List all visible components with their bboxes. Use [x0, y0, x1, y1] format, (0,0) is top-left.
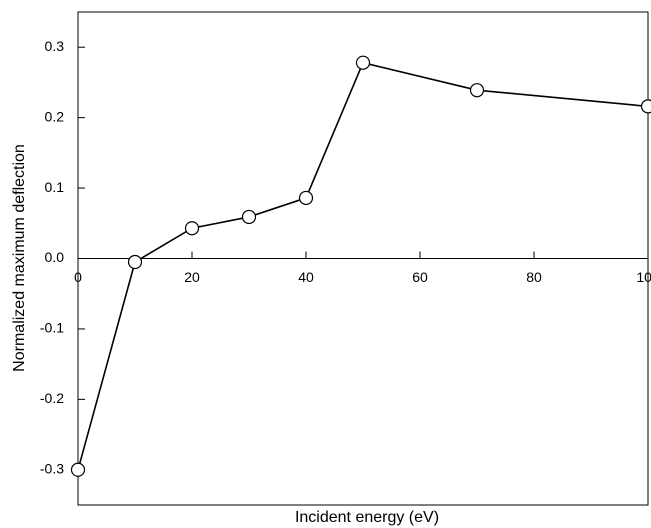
x-tick-label: 80 [526, 269, 542, 285]
data-point [241, 209, 257, 225]
x-tick-label: 100 [636, 269, 651, 285]
y-tick-label: -0.3 [40, 460, 64, 476]
y-tick-label: 0.3 [45, 38, 65, 54]
data-point [469, 83, 485, 98]
data-point [127, 254, 143, 270]
data-line [77, 61, 649, 470]
y-tick-label: -0.2 [40, 390, 64, 406]
x-axis-title: Incident energy (eV) [295, 509, 439, 526]
x-tick-label: 0 [74, 269, 82, 285]
x-tick-label: 20 [184, 269, 200, 285]
data-point [298, 190, 314, 206]
data-point [355, 55, 371, 70]
y-tick-label: 0.1 [45, 179, 65, 195]
y-tick-label: 0.0 [45, 249, 65, 265]
data-point [184, 221, 200, 236]
y-axis-title: Normalized maximum deflection [11, 144, 28, 372]
x-tick-label: 60 [412, 269, 428, 285]
y-tick-label: 0.2 [45, 108, 65, 124]
x-tick-label: 40 [298, 269, 314, 285]
y-tick-label: -0.1 [40, 320, 64, 336]
data-point [70, 462, 86, 477]
data-point [640, 99, 651, 114]
